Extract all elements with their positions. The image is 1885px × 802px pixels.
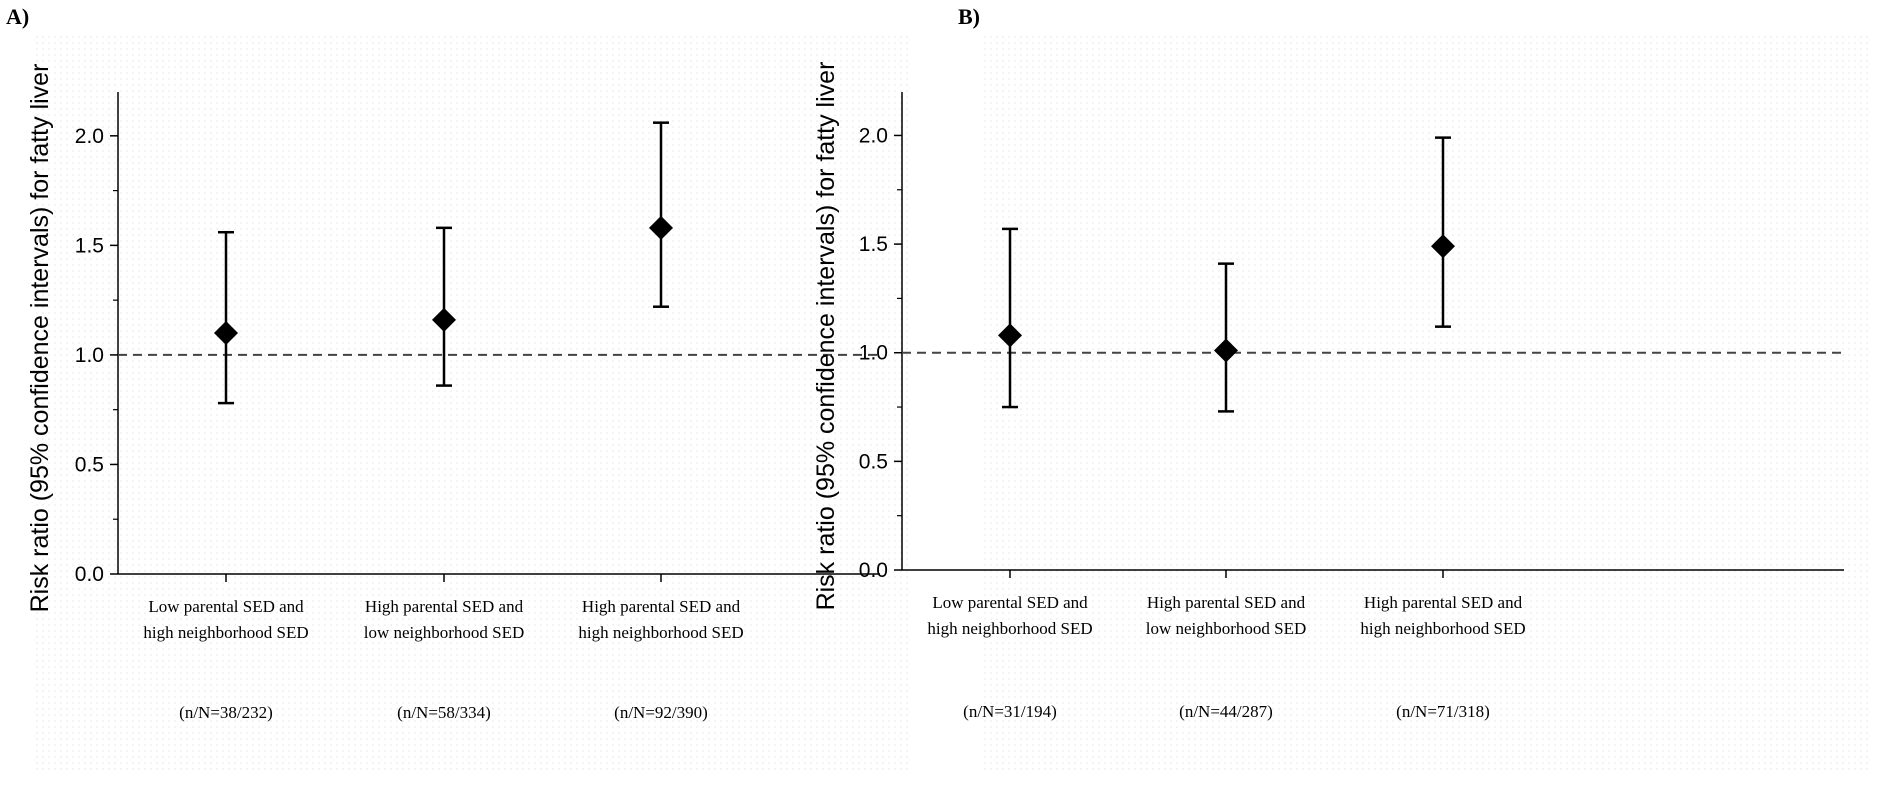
y-tick-label: 2.0 bbox=[859, 124, 888, 147]
x-tick-label-line1: Low parental SED and bbox=[932, 593, 1088, 612]
x-tick-label-line2: high neighborhood SED bbox=[578, 623, 743, 642]
estimate-marker bbox=[649, 215, 673, 240]
estimate-marker bbox=[1431, 234, 1455, 259]
y-tick-label: 2.0 bbox=[75, 125, 104, 148]
estimate-marker bbox=[432, 307, 456, 332]
y-tick-label: 0.5 bbox=[75, 453, 104, 476]
x-tick-count: (n/N=92/390) bbox=[614, 703, 708, 722]
x-tick-count: (n/N=58/334) bbox=[397, 703, 491, 722]
x-tick-label-line2: high neighborhood SED bbox=[1360, 619, 1525, 638]
plot-background bbox=[980, 32, 1868, 770]
panel-label: A) bbox=[6, 4, 29, 29]
panel-b: B) Risk ratio (95% confidence intervals) … bbox=[812, 4, 1868, 770]
x-tick-label-line1: High parental SED and bbox=[1364, 593, 1523, 612]
panel-a: A) Risk ratio (95% confidence intervals) … bbox=[6, 4, 912, 770]
y-tick-label: 0.0 bbox=[75, 563, 104, 586]
x-tick-count: (n/N=71/318) bbox=[1396, 702, 1490, 721]
y-axis-label: Risk ratio (95% confidence intervals) fo… bbox=[812, 62, 840, 611]
x-tick-count: (n/N=38/232) bbox=[179, 703, 273, 722]
y-axis-label: Risk ratio (95% confidence intervals) fo… bbox=[26, 64, 54, 613]
x-tick-label-line2: high neighborhood SED bbox=[143, 623, 308, 642]
x-tick-label-line2: high neighborhood SED bbox=[927, 619, 1092, 638]
x-tick-label-line1: High parental SED and bbox=[582, 597, 741, 616]
x-tick-label-line2: low neighborhood SED bbox=[1146, 619, 1307, 638]
estimate-marker bbox=[998, 323, 1022, 348]
x-tick-count: (n/N=44/287) bbox=[1179, 702, 1273, 721]
y-tick-label: 1.0 bbox=[859, 342, 888, 365]
y-tick-label: 0.5 bbox=[859, 450, 888, 473]
estimate-marker bbox=[214, 321, 238, 345]
x-tick-label-line1: Low parental SED and bbox=[148, 597, 304, 616]
panel-label: B) bbox=[958, 4, 980, 29]
estimate-marker bbox=[1214, 338, 1238, 363]
y-tick-label: 1.5 bbox=[75, 234, 104, 257]
x-tick-count: (n/N=31/194) bbox=[963, 702, 1057, 721]
y-tick-label: 1.5 bbox=[859, 233, 888, 256]
plot-background bbox=[32, 32, 912, 770]
y-tick-label: 0.0 bbox=[859, 559, 888, 582]
x-tick-label-line1: High parental SED and bbox=[365, 597, 524, 616]
x-tick-label-line2: low neighborhood SED bbox=[364, 623, 525, 642]
x-tick-label-line1: High parental SED and bbox=[1147, 593, 1306, 612]
y-tick-label: 1.0 bbox=[75, 344, 104, 367]
